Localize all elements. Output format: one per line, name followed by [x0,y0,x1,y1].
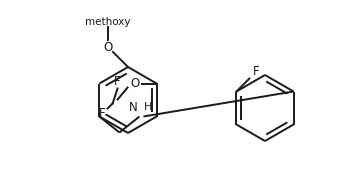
Text: O: O [104,41,112,54]
Text: F: F [99,107,106,120]
Text: N: N [129,100,137,113]
Text: O: O [130,77,139,90]
Text: H: H [144,102,152,112]
Text: F: F [253,65,260,78]
Text: methoxy: methoxy [85,17,131,27]
Text: F: F [114,75,121,88]
